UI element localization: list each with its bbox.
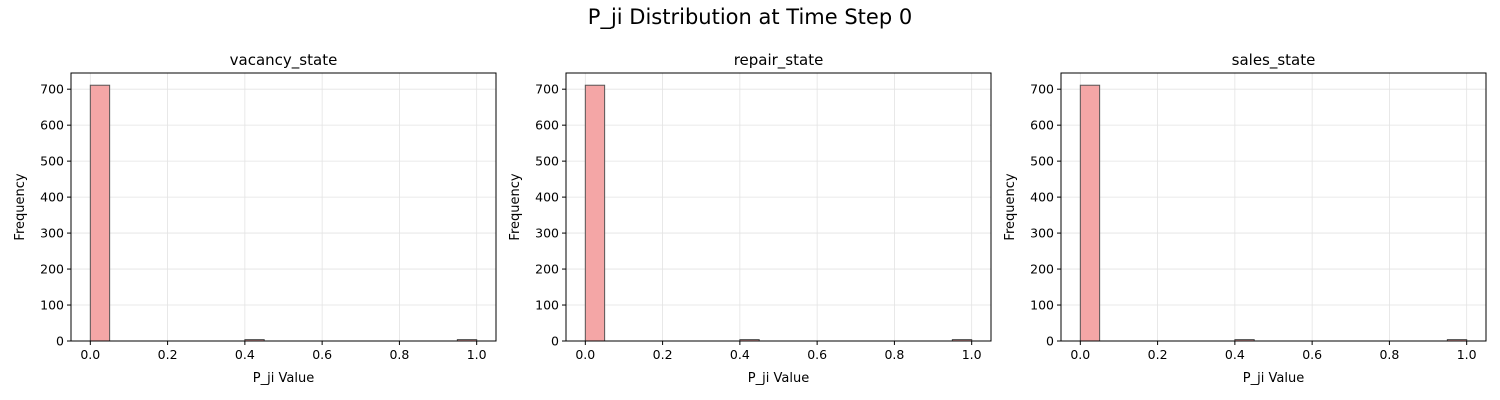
x-tick-label: 0.8: [389, 347, 409, 362]
x-tick-label: 0.0: [575, 347, 595, 362]
x-tick-label: 0.2: [653, 347, 673, 362]
y-tick-label: 300: [535, 226, 559, 241]
histogram-panel-3: 0.0 0.2 0.4 0.6 0.8 1.0 0 100 200 300 400 500 600 700…: [1003, 51, 1487, 386]
y-tick-label: 100: [40, 298, 64, 313]
x-tick-label: 1.0: [1457, 347, 1477, 362]
x-tick-label: 0.0: [80, 347, 100, 362]
y-tick-label: 400: [535, 190, 559, 205]
y-tick-label: 700: [1030, 82, 1054, 97]
y-tick-label: 600: [1030, 118, 1054, 133]
x-tick-label: 0.6: [1302, 347, 1322, 362]
panel-title: repair_state: [734, 51, 824, 70]
y-tick-label: 500: [535, 154, 559, 169]
y-tick-label: 600: [40, 118, 64, 133]
x-axis-label: P_ji Value: [748, 371, 809, 386]
y-tick-label: 700: [535, 82, 559, 97]
y-tick-label: 0: [551, 334, 559, 349]
x-tick-label: 0.4: [730, 347, 750, 362]
x-tick-label: 1.0: [467, 347, 487, 362]
y-axis-label: Frequency: [508, 173, 523, 240]
y-tick-label: 0: [56, 334, 64, 349]
histogram-bar-1: [1079, 84, 1101, 342]
y-tick-label: 0: [1046, 334, 1054, 349]
x-tick-label: 0.8: [884, 347, 904, 362]
x-tick-label: 0.6: [807, 347, 827, 362]
panel-title: sales_state: [1232, 51, 1316, 70]
histogram-bar-1: [89, 84, 111, 342]
y-tick-label: 200: [1030, 262, 1054, 277]
y-tick-label: 400: [40, 190, 64, 205]
y-tick-label: 200: [40, 262, 64, 277]
x-axis-label: P_ji Value: [1243, 371, 1304, 386]
x-tick-label: 0.4: [235, 347, 255, 362]
y-tick-label: 700: [40, 82, 64, 97]
x-tick-label: 0.2: [158, 347, 178, 362]
y-tick-label: 300: [40, 226, 64, 241]
axes-frame: [565, 72, 992, 342]
histogram-panel-2: 0.0 0.2 0.4 0.6 0.8 1.0 0 100 200 300 400 500 600 700…: [508, 51, 992, 386]
axes-frame: [70, 72, 497, 342]
y-tick-label: 500: [40, 154, 64, 169]
x-tick-label: 0.2: [1148, 347, 1168, 362]
y-tick-label: 400: [1030, 190, 1054, 205]
y-axis-label: Frequency: [13, 173, 28, 240]
panel-title: vacancy_state: [230, 51, 338, 70]
histogram-panel-1: 0.0 0.2 0.4 0.6 0.8 1.0 0 100 200 300 400 500 600 700…: [13, 51, 497, 386]
x-tick-label: 1.0: [962, 347, 982, 362]
figure-title: P_ji Distribution at Time Step 0: [587, 5, 913, 29]
y-tick-label: 100: [1030, 298, 1054, 313]
axes-frame: [1060, 72, 1487, 342]
x-tick-label: 0.8: [1379, 347, 1399, 362]
y-tick-label: 600: [535, 118, 559, 133]
x-tick-label: 0.0: [1070, 347, 1090, 362]
x-tick-label: 0.4: [1225, 347, 1245, 362]
y-tick-label: 500: [1030, 154, 1054, 169]
y-tick-label: 300: [1030, 226, 1054, 241]
x-tick-label: 0.6: [312, 347, 332, 362]
y-axis-label: Frequency: [1003, 173, 1018, 240]
x-axis-label: P_ji Value: [253, 371, 314, 386]
y-tick-label: 200: [535, 262, 559, 277]
y-tick-label: 100: [535, 298, 559, 313]
histogram-bar-1: [584, 84, 606, 342]
